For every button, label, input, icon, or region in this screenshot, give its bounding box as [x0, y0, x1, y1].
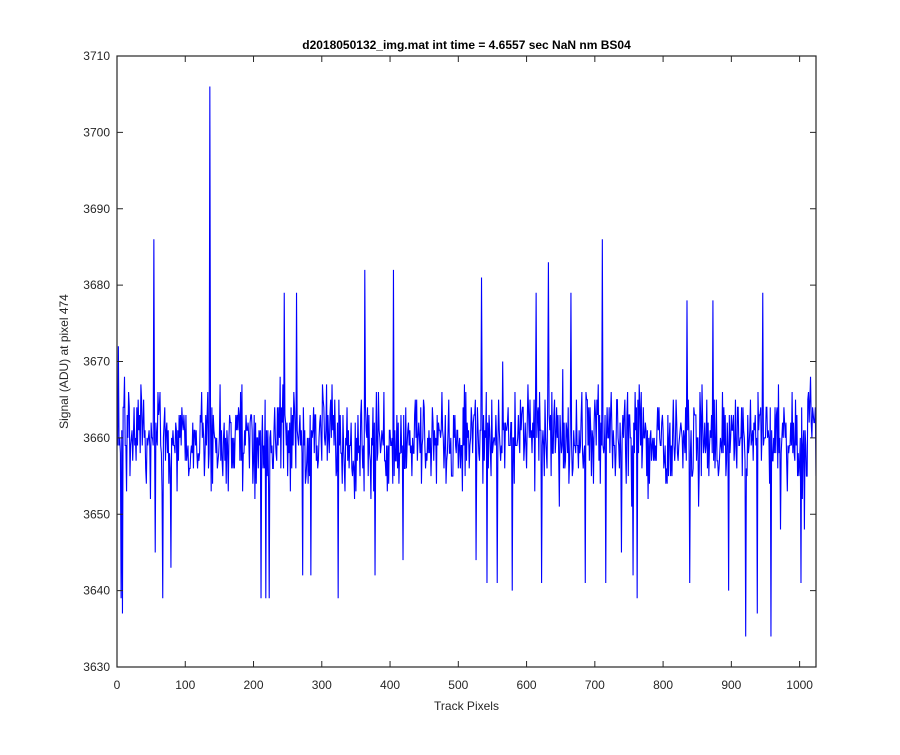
y-tick-label: 3640: [83, 584, 110, 598]
x-tick-label: 800: [653, 678, 673, 692]
x-tick-label: 0: [114, 678, 121, 692]
x-tick-label: 700: [585, 678, 605, 692]
series-layer: [117, 86, 816, 637]
x-tick-label: 600: [517, 678, 537, 692]
x-tick-label: 300: [312, 678, 332, 692]
y-tick-label: 3700: [83, 125, 110, 139]
y-tick-label: 3710: [83, 49, 110, 63]
y-tick-label: 3680: [83, 278, 110, 292]
y-tick-label: 3650: [83, 507, 110, 521]
y-tick-label: 3690: [83, 202, 110, 216]
y-axis: 3630 3640 3650 3660 3670 3680 3690 3700 3710: [83, 49, 816, 674]
x-tick-label: 1000: [786, 678, 813, 692]
x-tick-label: 500: [448, 678, 468, 692]
series-line: [117, 86, 816, 637]
y-tick-label: 3630: [83, 660, 110, 674]
x-axis: 0 100 200 300 400 500 600 700 800 900 1000: [114, 56, 813, 692]
x-axis-label: Track Pixels: [434, 699, 499, 713]
x-tick-label: 200: [244, 678, 264, 692]
x-tick-label: 900: [721, 678, 741, 692]
plot-area: [117, 56, 816, 667]
x-tick-label: 400: [380, 678, 400, 692]
y-tick-label: 3660: [83, 431, 110, 445]
y-tick-label: 3670: [83, 355, 110, 369]
y-axis-label: Signal (ADU) at pixel 474: [57, 294, 71, 429]
chart-title: d2018050132_img.mat int time = 4.6557 se…: [302, 38, 631, 52]
x-tick-label: 100: [175, 678, 195, 692]
